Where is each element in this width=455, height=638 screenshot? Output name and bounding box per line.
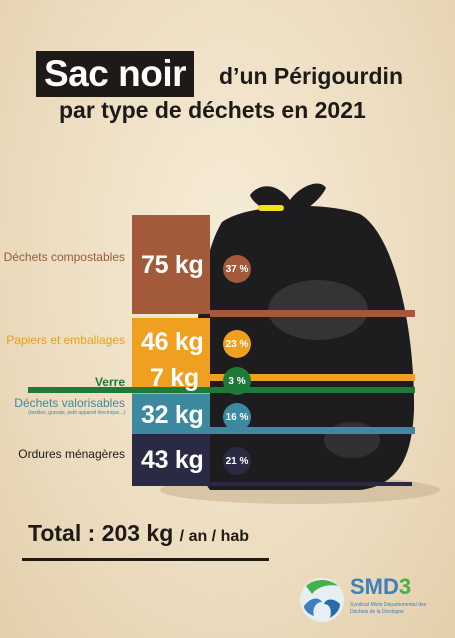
category-weight: 43 kg [141, 446, 204, 474]
band-verre-line-orange [210, 374, 415, 381]
category-percent: 21 % [223, 447, 251, 475]
total-unit: / an / hab [179, 528, 250, 545]
category-label: Déchets valorisables (textiles, gravats,… [3, 396, 125, 417]
title-subtitle: par type de déchets en 2021 [59, 97, 366, 123]
band-verre-line-green [28, 387, 415, 393]
category-label: Ordures ménagères [18, 447, 125, 461]
category-percent: 16 % [223, 403, 251, 431]
total-underline [22, 558, 269, 561]
band-valorisables [132, 394, 210, 434]
hands-globe-icon [300, 578, 344, 622]
band-ordures-line [210, 482, 412, 486]
logo-name: SMD3 [350, 574, 411, 600]
category-label: Verre [94, 375, 125, 389]
category-weight: 32 kg [141, 401, 204, 429]
total-label: Total : 203 kg [28, 520, 174, 546]
title-highlight: Sac noir [36, 51, 194, 97]
category-weight: 46 kg [141, 328, 204, 356]
category-note: (textiles, gravats, petit appareil élect… [28, 410, 125, 416]
band-compostables [132, 215, 210, 314]
category-weight: 7 kg [150, 364, 199, 392]
logo-name-a: SMD [350, 574, 399, 599]
total: Total : 203 kg / an / hab [28, 520, 249, 547]
category-label-text: Déchets valorisables [14, 396, 125, 410]
logo-subtitle: Syndicat Mixte Départemental des Déchets… [350, 602, 427, 615]
band-valorisables-line [210, 427, 415, 434]
band-papiers [132, 318, 210, 370]
category-percent: 37 % [223, 255, 251, 283]
band-compostables-line [210, 310, 415, 317]
band-ordures [132, 434, 210, 486]
logo-name-b: 3 [398, 574, 412, 599]
smd3-logo: SMD3 Syndicat Mixte Départemental des Dé… [296, 572, 436, 628]
category-weight: 75 kg [141, 251, 204, 279]
category-percent: 23 % [223, 330, 251, 358]
category-label: Papiers et emballages [6, 333, 125, 347]
title-rest: d’un Périgourdin [219, 63, 403, 89]
category-label: Déchets compostables [3, 250, 125, 264]
category-percent: 3 % [223, 367, 251, 395]
